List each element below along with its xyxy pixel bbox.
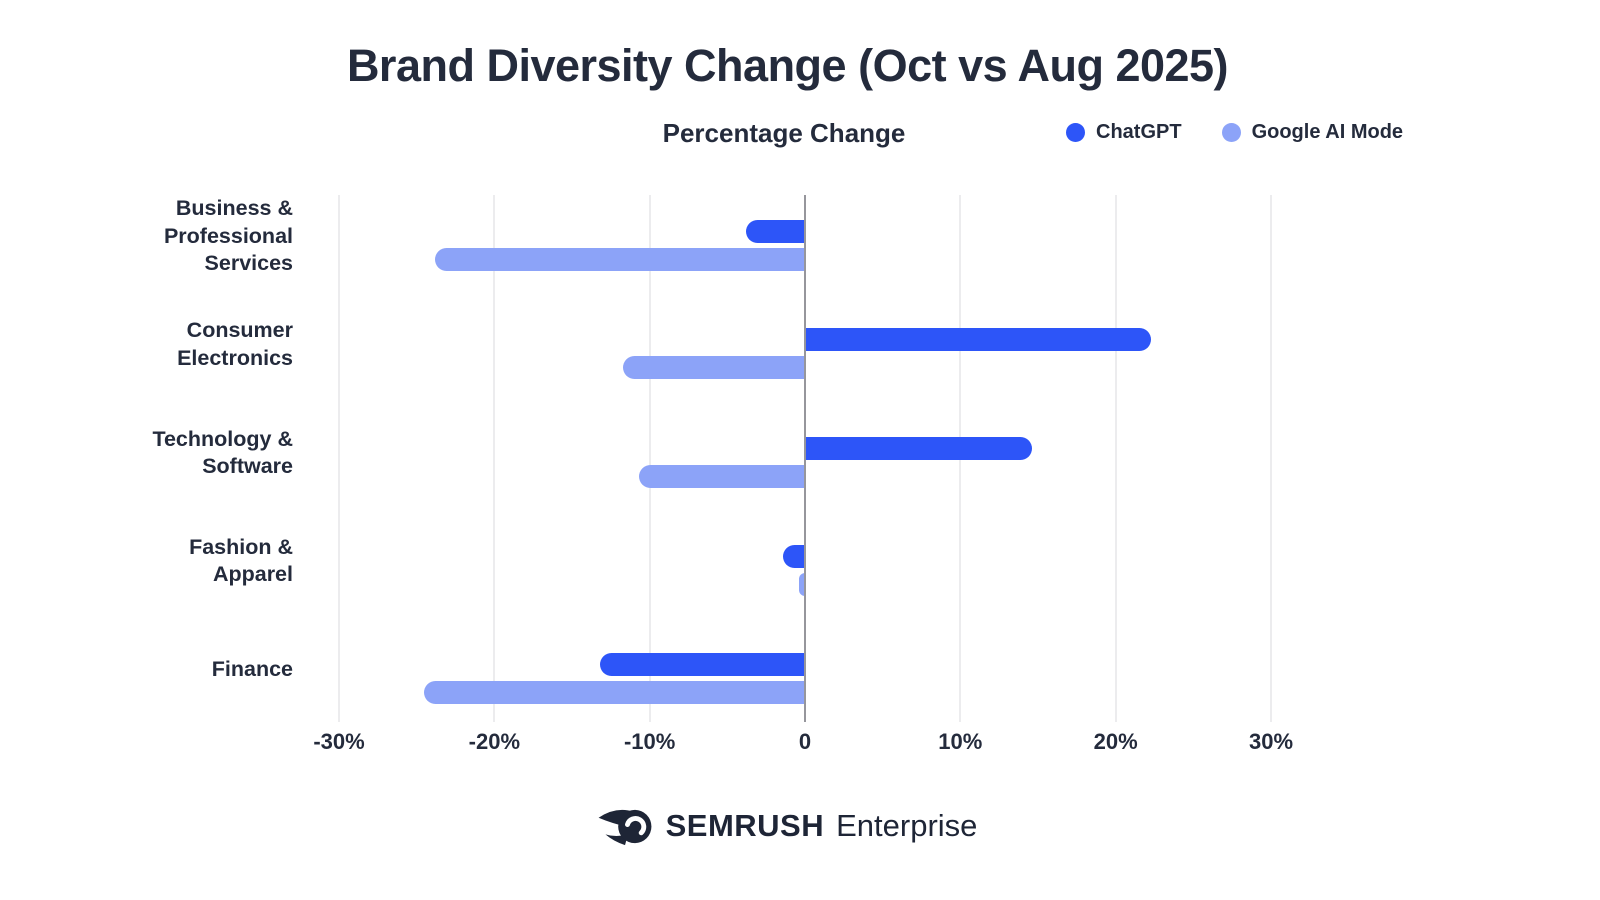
- legend-dot-icon: [1221, 123, 1241, 142]
- x-tick-label: 0: [798, 729, 812, 754]
- bar-google-ai-mode: [798, 572, 805, 596]
- legend-item-google-ai-mode: Google AI Mode: [1221, 121, 1404, 144]
- plot-area: -30% -20% -10% 0 10% 20% 30%: [313, 195, 1293, 754]
- gridline: [493, 195, 496, 722]
- legend-item-chatgpt: ChatGPT: [1066, 121, 1182, 144]
- category-label: Business & Professional Services: [163, 196, 293, 276]
- gridline: [1114, 195, 1117, 722]
- legend-label: ChatGPT: [1096, 121, 1182, 143]
- legend: ChatGPT Google AI Mode: [1066, 121, 1403, 144]
- bar-google-ai-mode: [638, 464, 805, 488]
- category-label: Fashion & Apparel: [189, 534, 293, 587]
- bar-google-ai-mode: [435, 248, 805, 271]
- brand-name: SEMRUSH: [665, 808, 825, 843]
- brand-footer: SEMRUSH Enterprise: [0, 800, 1575, 852]
- gridline: [338, 195, 340, 722]
- axis-title: Percentage Change: [662, 118, 906, 148]
- bar-chatgpt: [599, 653, 805, 676]
- x-tick-label: -10%: [623, 729, 676, 754]
- x-tick-label: 10%: [938, 729, 983, 754]
- bar-chatgpt: [805, 436, 1032, 460]
- x-tick-label: -20%: [468, 729, 521, 754]
- legend-label: Google AI Mode: [1251, 121, 1404, 143]
- x-tick-label: 30%: [1248, 729, 1294, 754]
- semrush-logo-icon: [598, 809, 652, 845]
- category-label: Technology & Software: [152, 426, 293, 479]
- x-tick-label: 20%: [1093, 729, 1138, 754]
- category-label: Consumer Electronics: [177, 318, 293, 370]
- category-label: Finance: [211, 656, 293, 681]
- bar-chatgpt: [805, 328, 1152, 352]
- legend-dot-icon: [1066, 123, 1085, 142]
- bar-chatgpt: [745, 220, 805, 243]
- x-tick-label: -30%: [313, 729, 365, 754]
- bar-google-ai-mode: [623, 356, 805, 380]
- chart-title: Brand Diversity Change (Oct vs Aug 2025): [346, 40, 1229, 91]
- brand-suffix: Enterprise: [836, 808, 978, 843]
- bar-chatgpt: [783, 544, 805, 568]
- gridline: [1270, 195, 1272, 722]
- gridline: [648, 195, 651, 722]
- zero-axis-line: [804, 195, 806, 722]
- bar-google-ai-mode: [424, 681, 805, 704]
